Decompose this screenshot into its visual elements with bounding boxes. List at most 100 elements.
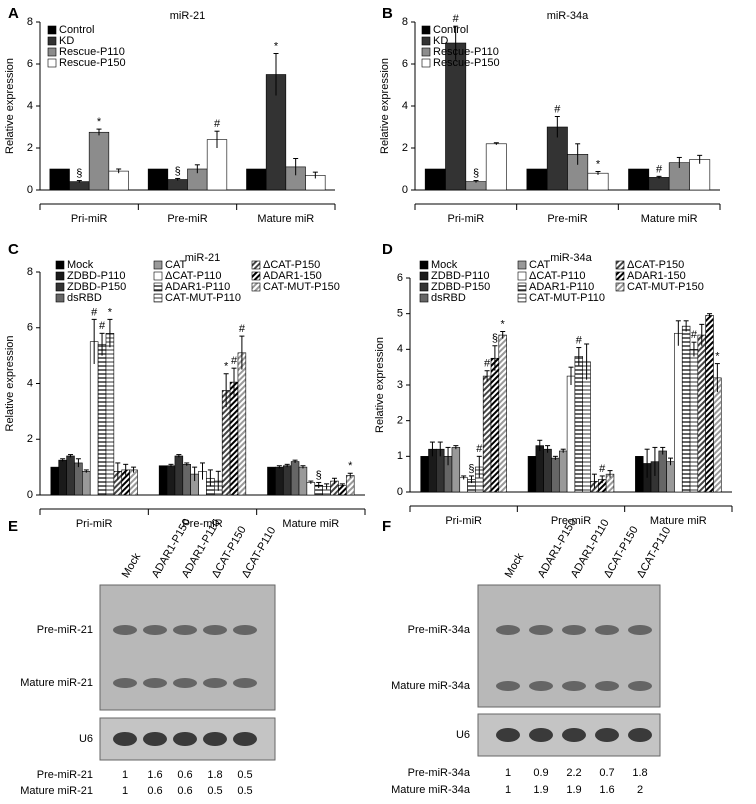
y-tick-label: 0 (397, 486, 403, 498)
legend-swatch (517, 260, 527, 270)
category-label: Mature miR (282, 518, 339, 530)
significance-mark: * (224, 361, 229, 373)
quant-value: 1 (122, 785, 128, 797)
band-label: Mature miR-21 (20, 677, 93, 689)
quant-value: 0.6 (177, 769, 192, 781)
y-tick-label: 6 (397, 272, 403, 284)
category-label: Pre-miR (551, 515, 591, 527)
quant-value: 1 (505, 767, 511, 779)
legend-swatch (55, 282, 65, 292)
bar (229, 381, 239, 496)
significance-mark: # (476, 443, 483, 455)
category-label: Pri-miR (76, 518, 113, 530)
category-label: Pri-miR (445, 515, 482, 527)
legend-label: ADAR1-150 (263, 270, 322, 282)
bar (290, 461, 300, 496)
band (113, 732, 137, 746)
bar (108, 170, 129, 191)
chart-title: miR-21 (170, 10, 205, 22)
quant-label: Pre-miR-21 (37, 769, 93, 781)
bar (689, 349, 699, 493)
bar (298, 466, 308, 496)
legend-label: Mock (431, 259, 458, 271)
bar (338, 484, 347, 496)
y-tick-label: 5 (397, 308, 403, 320)
legend-label: CAT-MUT-P150 (627, 281, 704, 293)
bar (543, 448, 552, 493)
legend-swatch (517, 293, 527, 303)
category-label: Pre-miR (167, 213, 207, 225)
y-tick-label: 8 (27, 266, 33, 278)
legend-label: ZDBD-P110 (431, 270, 489, 282)
significance-mark: # (231, 355, 238, 367)
quant-value: 2 (637, 784, 643, 796)
legend-label: ZDBD-P110 (67, 270, 125, 282)
legend-label: dsRBD (431, 292, 466, 304)
legend-label: ADAR1-150 (627, 270, 686, 282)
band (233, 625, 257, 635)
band (113, 625, 137, 635)
y-tick-label: 2 (397, 415, 403, 427)
legend-swatch (153, 260, 163, 270)
y-tick-label: 8 (27, 16, 33, 28)
legend-swatch (419, 260, 429, 270)
loading-label: U6 (456, 729, 470, 741)
quant-value: 1 (122, 769, 128, 781)
significance-mark: # (576, 334, 583, 346)
significance-mark: § (492, 333, 498, 345)
bar (648, 177, 670, 191)
legend-swatch (153, 293, 163, 303)
legend-swatch (517, 271, 527, 281)
band (113, 678, 137, 688)
loading-label: U6 (79, 733, 93, 745)
y-tick-label: 4 (27, 100, 33, 112)
band (496, 681, 520, 691)
quant-label: Pre-miR-34a (408, 767, 471, 779)
panel-letter: E (8, 518, 18, 535)
bar (49, 168, 70, 191)
legend-swatch (251, 260, 261, 270)
significance-mark: * (715, 351, 720, 363)
panel-letter: B (382, 5, 393, 22)
bar (97, 344, 107, 496)
y-tick-label: 2 (27, 433, 33, 445)
significance-mark: * (97, 116, 102, 128)
y-tick-label: 6 (27, 322, 33, 334)
bar (58, 459, 67, 496)
bar (167, 179, 188, 191)
bar (174, 455, 184, 496)
legend-swatch (47, 25, 57, 35)
bar (526, 168, 548, 191)
legend-swatch (419, 282, 429, 292)
legend-label: CAT-MUT-P150 (263, 281, 340, 293)
significance-mark: # (239, 323, 246, 335)
bar (282, 465, 292, 496)
legend-swatch (517, 282, 527, 292)
legend-label: Rescue-P110 (59, 46, 125, 58)
legend-label: CAT (165, 259, 186, 271)
band (173, 732, 197, 746)
band (595, 681, 619, 691)
bar (166, 465, 176, 496)
significance-mark: # (691, 329, 698, 341)
band (203, 625, 227, 635)
y-tick-label: 0 (27, 184, 33, 196)
legend-swatch (153, 271, 163, 281)
legend-label: ADAR1-P110 (529, 281, 594, 293)
chart-title: miR-21 (185, 252, 220, 264)
significance-mark: § (316, 469, 322, 481)
category-label: Pri-miR (447, 213, 484, 225)
legend-label: ADAR1-P110 (165, 281, 230, 293)
bar (105, 333, 115, 496)
bar (345, 475, 355, 496)
significance-mark: * (501, 318, 506, 330)
lane-label: ΔCAT-P150 (602, 524, 641, 580)
band (529, 728, 553, 742)
significance-mark: # (453, 13, 460, 25)
legend-swatch (421, 25, 431, 35)
legend-label: ΔCAT-P110 (165, 270, 221, 282)
bar (459, 477, 468, 493)
bar (267, 466, 276, 496)
quant-value: 0.9 (533, 767, 548, 779)
band-label: Pre-miR-21 (37, 624, 93, 636)
